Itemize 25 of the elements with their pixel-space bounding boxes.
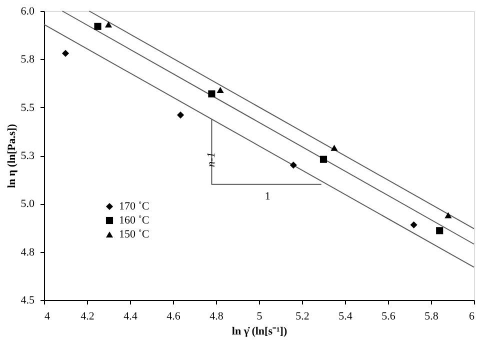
- y-tick-label: 4.5: [20, 294, 35, 306]
- x-tick-label: 5.2: [296, 310, 310, 322]
- x-tick-label: 5.6: [382, 310, 396, 322]
- y-tick-label: 5.5: [20, 102, 35, 114]
- x-tick-label: 5.4: [338, 310, 353, 322]
- y-axis-title: ln η (ln[Pa.s]): [6, 124, 18, 188]
- annotation: 1: [264, 190, 270, 202]
- annotation: n-1: [206, 152, 218, 167]
- y-tick-label: 6.0: [20, 6, 35, 18]
- x-tick-label: 5.8: [424, 310, 439, 322]
- x-tick-label: 4.2: [80, 310, 94, 322]
- x-tick-label: 4.6: [166, 310, 181, 322]
- y-tick-label: 5.0: [20, 198, 35, 210]
- legend-label: 170 ˚C: [119, 200, 150, 212]
- legend-label: 150 ˚C: [119, 228, 150, 240]
- x-tick-label: 6: [469, 310, 475, 322]
- x-tick-label: 4.4: [124, 310, 138, 322]
- x-tick-label: 4: [44, 310, 50, 322]
- x-axis-title: ln γ̇ (ln[s⁻¹]): [232, 326, 288, 338]
- y-tick-label: 5.8: [20, 54, 35, 66]
- x-tick-label: 4.8: [210, 310, 224, 322]
- y-tick-label: 5.3: [20, 150, 35, 162]
- x-tick-label: 5: [256, 310, 263, 322]
- y-tick-label: 4.8: [20, 246, 35, 258]
- legend-label: 160 ˚C: [119, 214, 150, 226]
